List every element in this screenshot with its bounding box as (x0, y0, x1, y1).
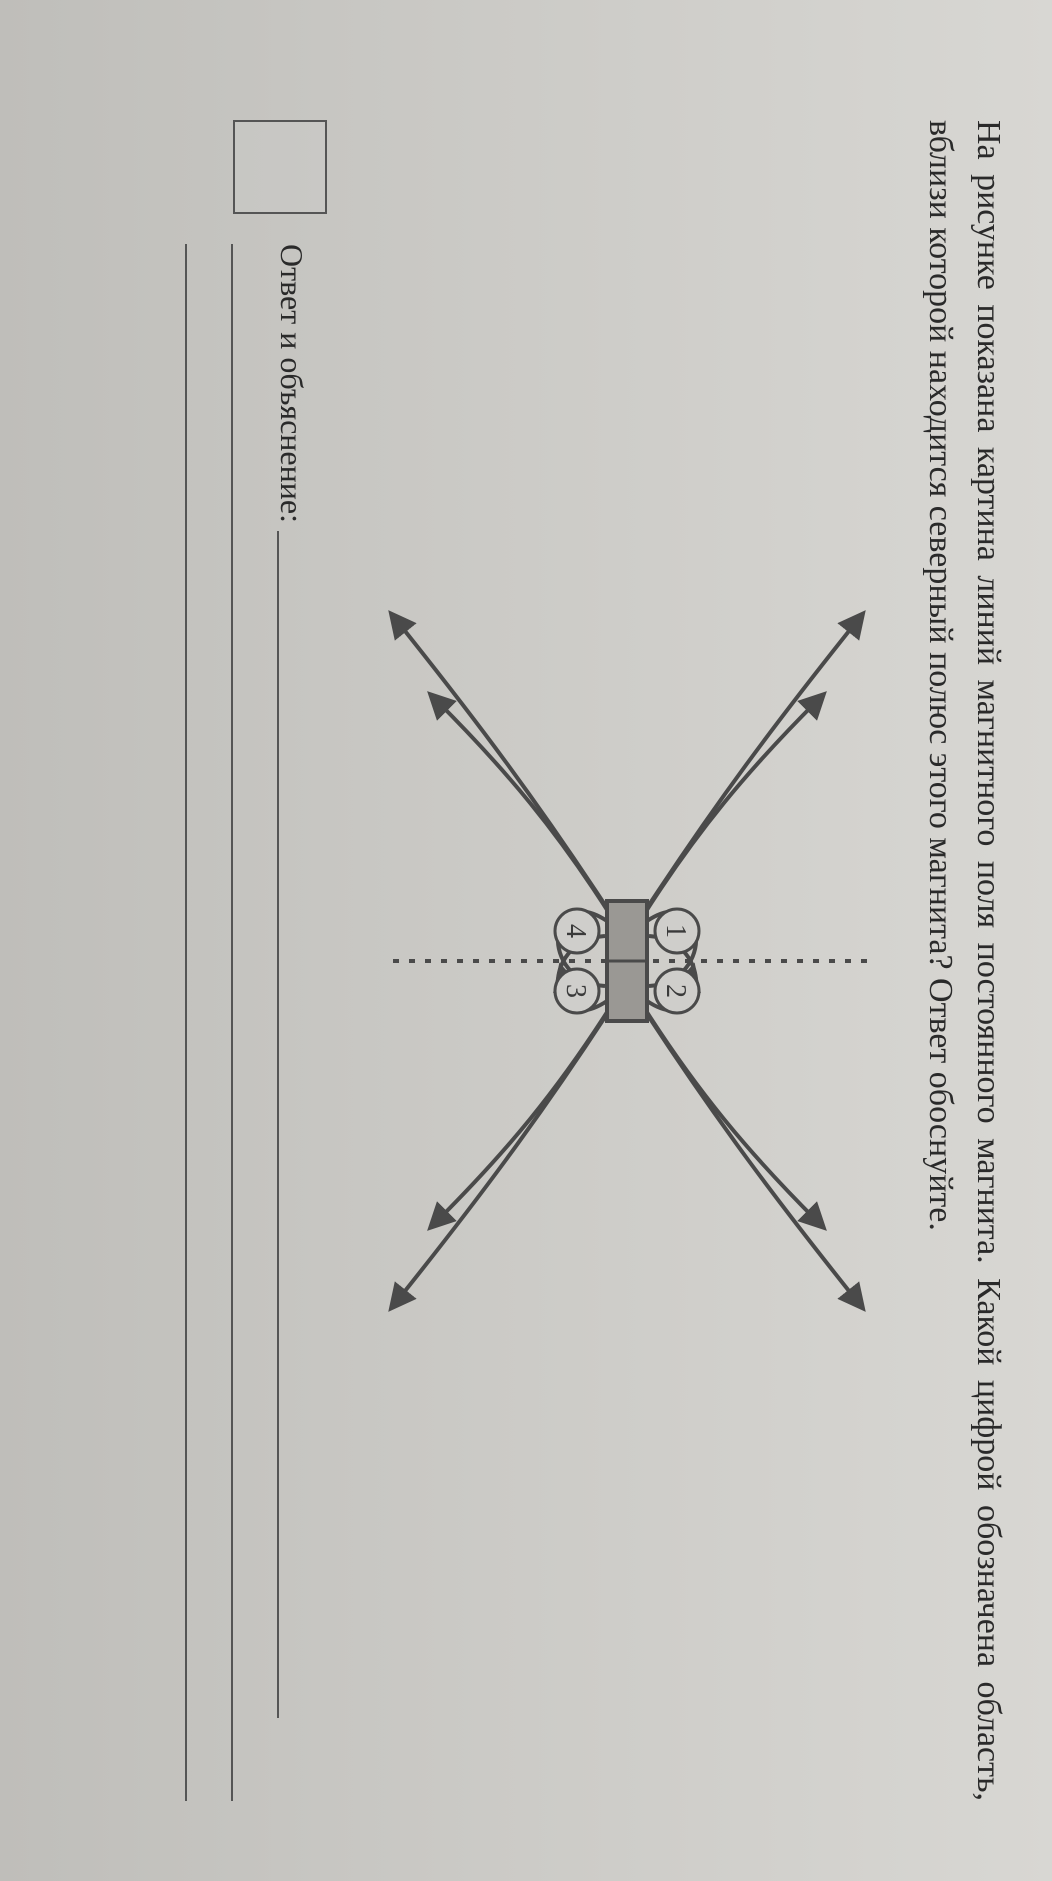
answer-line[interactable] (231, 244, 273, 1801)
field-line (643, 1006, 817, 1221)
answer-number-box[interactable] (233, 120, 327, 214)
region-label-2: 2 (655, 969, 699, 1013)
svg-text:3: 3 (560, 984, 591, 998)
field-line (437, 1006, 611, 1221)
field-line (437, 701, 611, 916)
region-label-4: 4 (555, 909, 599, 953)
region-label-1: 1 (655, 909, 699, 953)
answer-row: Ответ и объяснение: (181, 120, 327, 1801)
question-line-3: обоснуйте. (922, 1072, 959, 1231)
worksheet-page: На рисунке показана картина линий магнит… (0, 0, 1052, 1881)
question-text: На рисунке показана картина линий магнит… (917, 120, 1012, 1801)
magnet-field-diagram: 1 2 3 4 (367, 601, 887, 1321)
field-line (643, 701, 817, 916)
question-line-1: На рисунке показана картина линий магнит… (970, 120, 1007, 1491)
svg-text:4: 4 (560, 924, 591, 938)
svg-text:1: 1 (660, 924, 691, 938)
svg-text:2: 2 (660, 984, 691, 998)
answer-line[interactable] (185, 244, 227, 1801)
region-label-3: 3 (555, 969, 599, 1013)
answer-line[interactable] (277, 531, 319, 1718)
answer-lines: Ответ и объяснение: (181, 244, 327, 1801)
answer-label: Ответ и объяснение: (274, 244, 310, 523)
diagram-container: 1 2 3 4 (367, 120, 887, 1801)
